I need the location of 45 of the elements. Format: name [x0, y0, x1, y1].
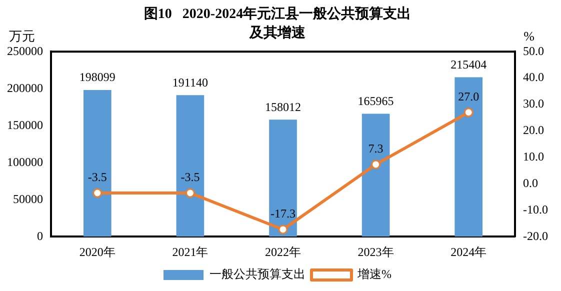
data-label: 7.3: [368, 142, 384, 156]
y2-tick-label: -20.0: [523, 228, 548, 243]
bar: [362, 114, 390, 237]
point: [371, 160, 381, 170]
bar: [176, 95, 204, 237]
y-tick-label: 250000: [7, 44, 43, 58]
y-axis-title: 万元: [9, 28, 35, 44]
chart-title: 图10 2020-2024年元江县一般公共预算支出: [144, 6, 412, 22]
legend-label: 一般公共预算支出: [210, 267, 306, 282]
data-label: -3.5: [88, 170, 107, 184]
x-tick-label: 2021年: [172, 244, 208, 259]
point: [464, 108, 474, 118]
legend-label: 增速%: [356, 267, 392, 282]
y-tick-label: 0: [37, 228, 43, 243]
y-tick-label: 150000: [7, 118, 43, 132]
y2-tick-label: 20.0: [523, 123, 544, 138]
data-label: 165965: [358, 94, 394, 108]
point: [278, 224, 288, 234]
x-tick-label: 2024年: [450, 244, 487, 259]
x-tick-label: 2020年: [79, 244, 116, 259]
bar: [269, 120, 297, 237]
point: [185, 188, 195, 198]
y2-tick-label: 50.0: [523, 44, 544, 58]
data-label: 215404: [450, 57, 487, 72]
y-tick-label: 100000: [7, 154, 43, 169]
y2-tick-label: 40.0: [523, 70, 544, 84]
data-label: 191140: [172, 75, 208, 90]
data-label: -17.3: [270, 206, 296, 221]
point: [92, 188, 102, 198]
y2-tick-label: 30.0: [523, 96, 544, 111]
data-label: -3.5: [180, 170, 200, 184]
y-tick-label: 200000: [7, 80, 43, 95]
bar: [454, 77, 483, 237]
y2-axis-title: %: [524, 28, 535, 44]
x-tick-label: 2022年: [265, 244, 301, 259]
bar: [83, 90, 112, 237]
y2-tick-label: 10.0: [523, 149, 544, 164]
x-tick-label: 2023年: [358, 244, 394, 259]
chart-subtitle: 及其增速: [248, 24, 306, 41]
y2-tick-label: -10.0: [523, 202, 548, 216]
y2-tick-label: 0.0: [523, 176, 538, 190]
data-label: 198099: [79, 70, 116, 84]
data-label: 27.0: [458, 90, 480, 104]
y-tick-label: 50000: [13, 192, 43, 206]
data-label: 158012: [265, 100, 301, 114]
